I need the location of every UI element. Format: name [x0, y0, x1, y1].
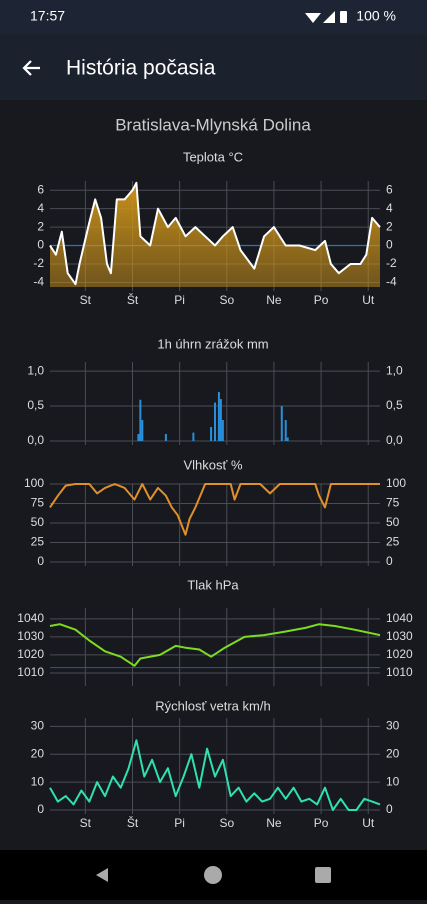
y2-tick-label: 100 [386, 476, 406, 490]
y-tick-label: 25 [31, 535, 45, 549]
bar [286, 437, 289, 441]
y-tick-label: -2 [33, 256, 44, 270]
time: 17:57 [30, 8, 65, 24]
signal-icon [323, 11, 335, 23]
battery-icon [340, 11, 347, 23]
bar [219, 399, 222, 441]
back-button[interactable] [22, 60, 40, 76]
y-tick-label: 100 [24, 476, 44, 490]
y-tick-label: 1,0 [27, 363, 44, 377]
bar [217, 392, 220, 441]
y-tick-label: 0 [37, 802, 44, 816]
x-tick-label: So [219, 816, 234, 830]
bar [284, 420, 287, 441]
x-tick-label: Ne [266, 293, 282, 307]
bar [214, 402, 216, 441]
x-tick-label: Ne [266, 816, 282, 830]
y2-tick-label: 1030 [386, 629, 413, 643]
y-tick-label: 1020 [17, 647, 44, 661]
y2-tick-label: 0 [386, 554, 393, 568]
y-tick-label: 0,5 [27, 398, 44, 412]
x-tick-label: Št [127, 292, 139, 307]
y2-tick-label: 75 [386, 496, 400, 510]
y-tick-label: -4 [33, 275, 44, 289]
app-bar [0, 34, 427, 100]
bar [210, 427, 213, 441]
line [49, 181, 381, 286]
y-tick-label: 2 [37, 219, 44, 233]
y-tick-label: 10 [31, 774, 45, 788]
y2-tick-label: 0,0 [386, 433, 403, 447]
line [49, 623, 381, 667]
y-tick-label: 20 [31, 746, 45, 760]
y2-tick-label: 1,0 [386, 363, 403, 377]
x-tick-label: St [80, 293, 92, 307]
x-tick-label: Št [127, 815, 139, 830]
x-tick-label: Ut [362, 293, 375, 307]
y2-tick-label: 6 [386, 182, 393, 196]
y-tick-label: 75 [31, 496, 45, 510]
y-tick-label: 0 [37, 554, 44, 568]
line [49, 739, 381, 811]
x-tick-label: Pi [174, 293, 185, 307]
chart-title: Rýchlosť vetra km/h [155, 698, 270, 713]
y2-tick-label: 0,5 [386, 398, 403, 412]
chart-title: Tlak hPa [187, 577, 239, 592]
bar [221, 420, 224, 441]
y-tick-label: 30 [31, 719, 45, 733]
y2-tick-label: 1010 [386, 665, 413, 679]
y2-tick-label: 4 [386, 201, 393, 215]
charts: Teplota °C -4 -4 -2 -2 0 0 2 2 4 4 6 6 St Št Pi So Ne Po Ut… [17, 149, 413, 830]
app-title: História počasia [66, 57, 216, 80]
y2-tick-label: -2 [386, 256, 397, 270]
status-bar [0, 0, 427, 34]
y2-tick-label: 10 [386, 774, 400, 788]
bar [139, 399, 142, 441]
nav-recent[interactable] [315, 867, 331, 883]
y2-tick-label: 0 [386, 802, 393, 816]
bar [141, 420, 144, 441]
bar [164, 434, 167, 441]
x-tick-label: St [80, 816, 92, 830]
x-tick-label: Ut [362, 816, 375, 830]
y2-tick-label: 20 [386, 746, 400, 760]
y2-tick-label: 1040 [386, 611, 413, 625]
bar [192, 432, 195, 441]
station-name: Bratislava-Mlynská Dolina [115, 115, 311, 134]
nav-home[interactable] [204, 866, 222, 884]
y-tick-label: 0,0 [27, 433, 44, 447]
y-tick-label: 0 [37, 238, 44, 252]
y-tick-label: 1030 [17, 629, 44, 643]
chart-title: Teplota °C [183, 149, 243, 164]
y-tick-label: 1040 [17, 611, 44, 625]
chart-title: Vlhkosť % [183, 457, 243, 472]
y-tick-label: 4 [37, 201, 44, 215]
y2-tick-label: 1020 [386, 647, 413, 661]
y2-tick-label: 25 [386, 535, 400, 549]
y-tick-label: 50 [31, 515, 45, 529]
y2-tick-label: -4 [386, 275, 397, 289]
x-tick-label: Po [314, 816, 329, 830]
y2-tick-label: 50 [386, 515, 400, 529]
y2-tick-label: 30 [386, 719, 400, 733]
nav-back[interactable] [96, 868, 108, 882]
chart-title: 1h úhrn zrážok mm [157, 336, 268, 351]
y2-tick-label: 0 [386, 238, 393, 252]
x-tick-label: Pi [174, 816, 185, 830]
bar [280, 406, 283, 441]
area [50, 182, 380, 287]
x-tick-label: So [219, 293, 234, 307]
battery: 100 % [356, 8, 396, 24]
x-tick-label: Po [314, 293, 329, 307]
line [49, 483, 380, 536]
y-tick-label: 6 [37, 182, 44, 196]
bar [137, 434, 140, 441]
wifi-icon [305, 13, 321, 23]
y2-tick-label: 2 [386, 219, 393, 233]
y-tick-label: 1010 [17, 665, 44, 679]
